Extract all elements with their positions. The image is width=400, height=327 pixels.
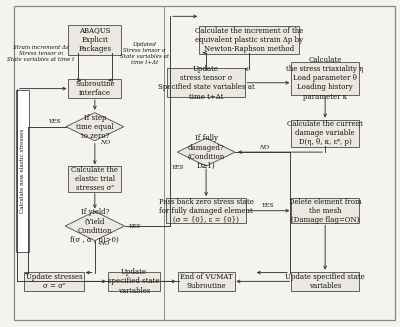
- Text: End of VUMAT
Subroutine: End of VUMAT Subroutine: [180, 273, 232, 290]
- Text: Calculate the current
damage variable
D(η, θ, κ, εᵖ, p): Calculate the current damage variable D(…: [287, 120, 363, 146]
- Text: YES: YES: [262, 203, 274, 208]
- Text: Update
stress tensor σ
Specified state variables at
time t+Δt: Update stress tensor σ Specified state v…: [158, 65, 254, 100]
- FancyBboxPatch shape: [167, 68, 245, 97]
- Text: ABAQUS
Explicit
Packages: ABAQUS Explicit Packages: [78, 26, 111, 53]
- Text: Calculate the increment of the
equivalent plastic strain Δp by
Newton-Raphson me: Calculate the increment of the equivalen…: [195, 26, 303, 53]
- FancyBboxPatch shape: [291, 198, 359, 223]
- FancyBboxPatch shape: [68, 25, 121, 55]
- Text: NO: NO: [259, 145, 269, 150]
- Text: Delete element from
the mesh
(Damage flag=ON): Delete element from the mesh (Damage fla…: [289, 198, 362, 224]
- FancyBboxPatch shape: [24, 272, 84, 291]
- Text: If step
time equal
to zero?: If step time equal to zero?: [76, 113, 114, 140]
- Polygon shape: [66, 113, 124, 141]
- Text: YES: YES: [172, 165, 185, 170]
- Text: Pass back zero stress state
for fully damaged element
(σ = {0}, ε = {0}): Pass back zero stress state for fully da…: [159, 198, 254, 224]
- Text: Calculate new elastic stresses: Calculate new elastic stresses: [20, 129, 25, 213]
- Text: Update
specified state
variables: Update specified state variables: [108, 268, 160, 295]
- Text: Updated
Stress tensor σ
State variables at
time t+Δt: Updated Stress tensor σ State variables …: [120, 42, 169, 65]
- FancyBboxPatch shape: [178, 272, 234, 291]
- Text: Strain increment Δε
Stress tensor σ₁
State variables at time t: Strain increment Δε Stress tensor σ₁ Sta…: [7, 45, 75, 62]
- Text: Update stresses
σ = σᵉ: Update stresses σ = σᵉ: [26, 273, 82, 290]
- FancyBboxPatch shape: [199, 26, 299, 54]
- Text: Calculate
the stress triaxiality η
Load parameter θ
Loading history
parameter κ: Calculate the stress triaxiality η Load …: [286, 56, 364, 101]
- Text: YES: YES: [129, 224, 142, 229]
- FancyBboxPatch shape: [68, 166, 121, 192]
- Text: If yield?
(Yield
Condition
f(σ , α , p)>0): If yield? (Yield Condition f(σ , α , p)>…: [70, 208, 119, 244]
- Text: Update specified state
variables: Update specified state variables: [285, 273, 365, 290]
- FancyBboxPatch shape: [291, 120, 359, 147]
- FancyBboxPatch shape: [291, 62, 359, 95]
- Text: NO: NO: [100, 141, 110, 146]
- FancyBboxPatch shape: [166, 198, 246, 223]
- Text: If fully
damaged?
(Condition
D≥1): If fully damaged? (Condition D≥1): [188, 134, 225, 170]
- FancyBboxPatch shape: [291, 272, 359, 291]
- Polygon shape: [65, 211, 124, 241]
- FancyBboxPatch shape: [68, 79, 121, 98]
- FancyBboxPatch shape: [108, 272, 160, 291]
- Text: Calculate the
elastic trial
stresses σᵉ: Calculate the elastic trial stresses σᵉ: [71, 166, 118, 192]
- Polygon shape: [177, 138, 235, 166]
- Text: Subroutine
interface: Subroutine interface: [75, 80, 115, 97]
- Text: NO: NO: [100, 241, 110, 246]
- FancyBboxPatch shape: [16, 90, 29, 252]
- Text: YES: YES: [49, 119, 61, 124]
